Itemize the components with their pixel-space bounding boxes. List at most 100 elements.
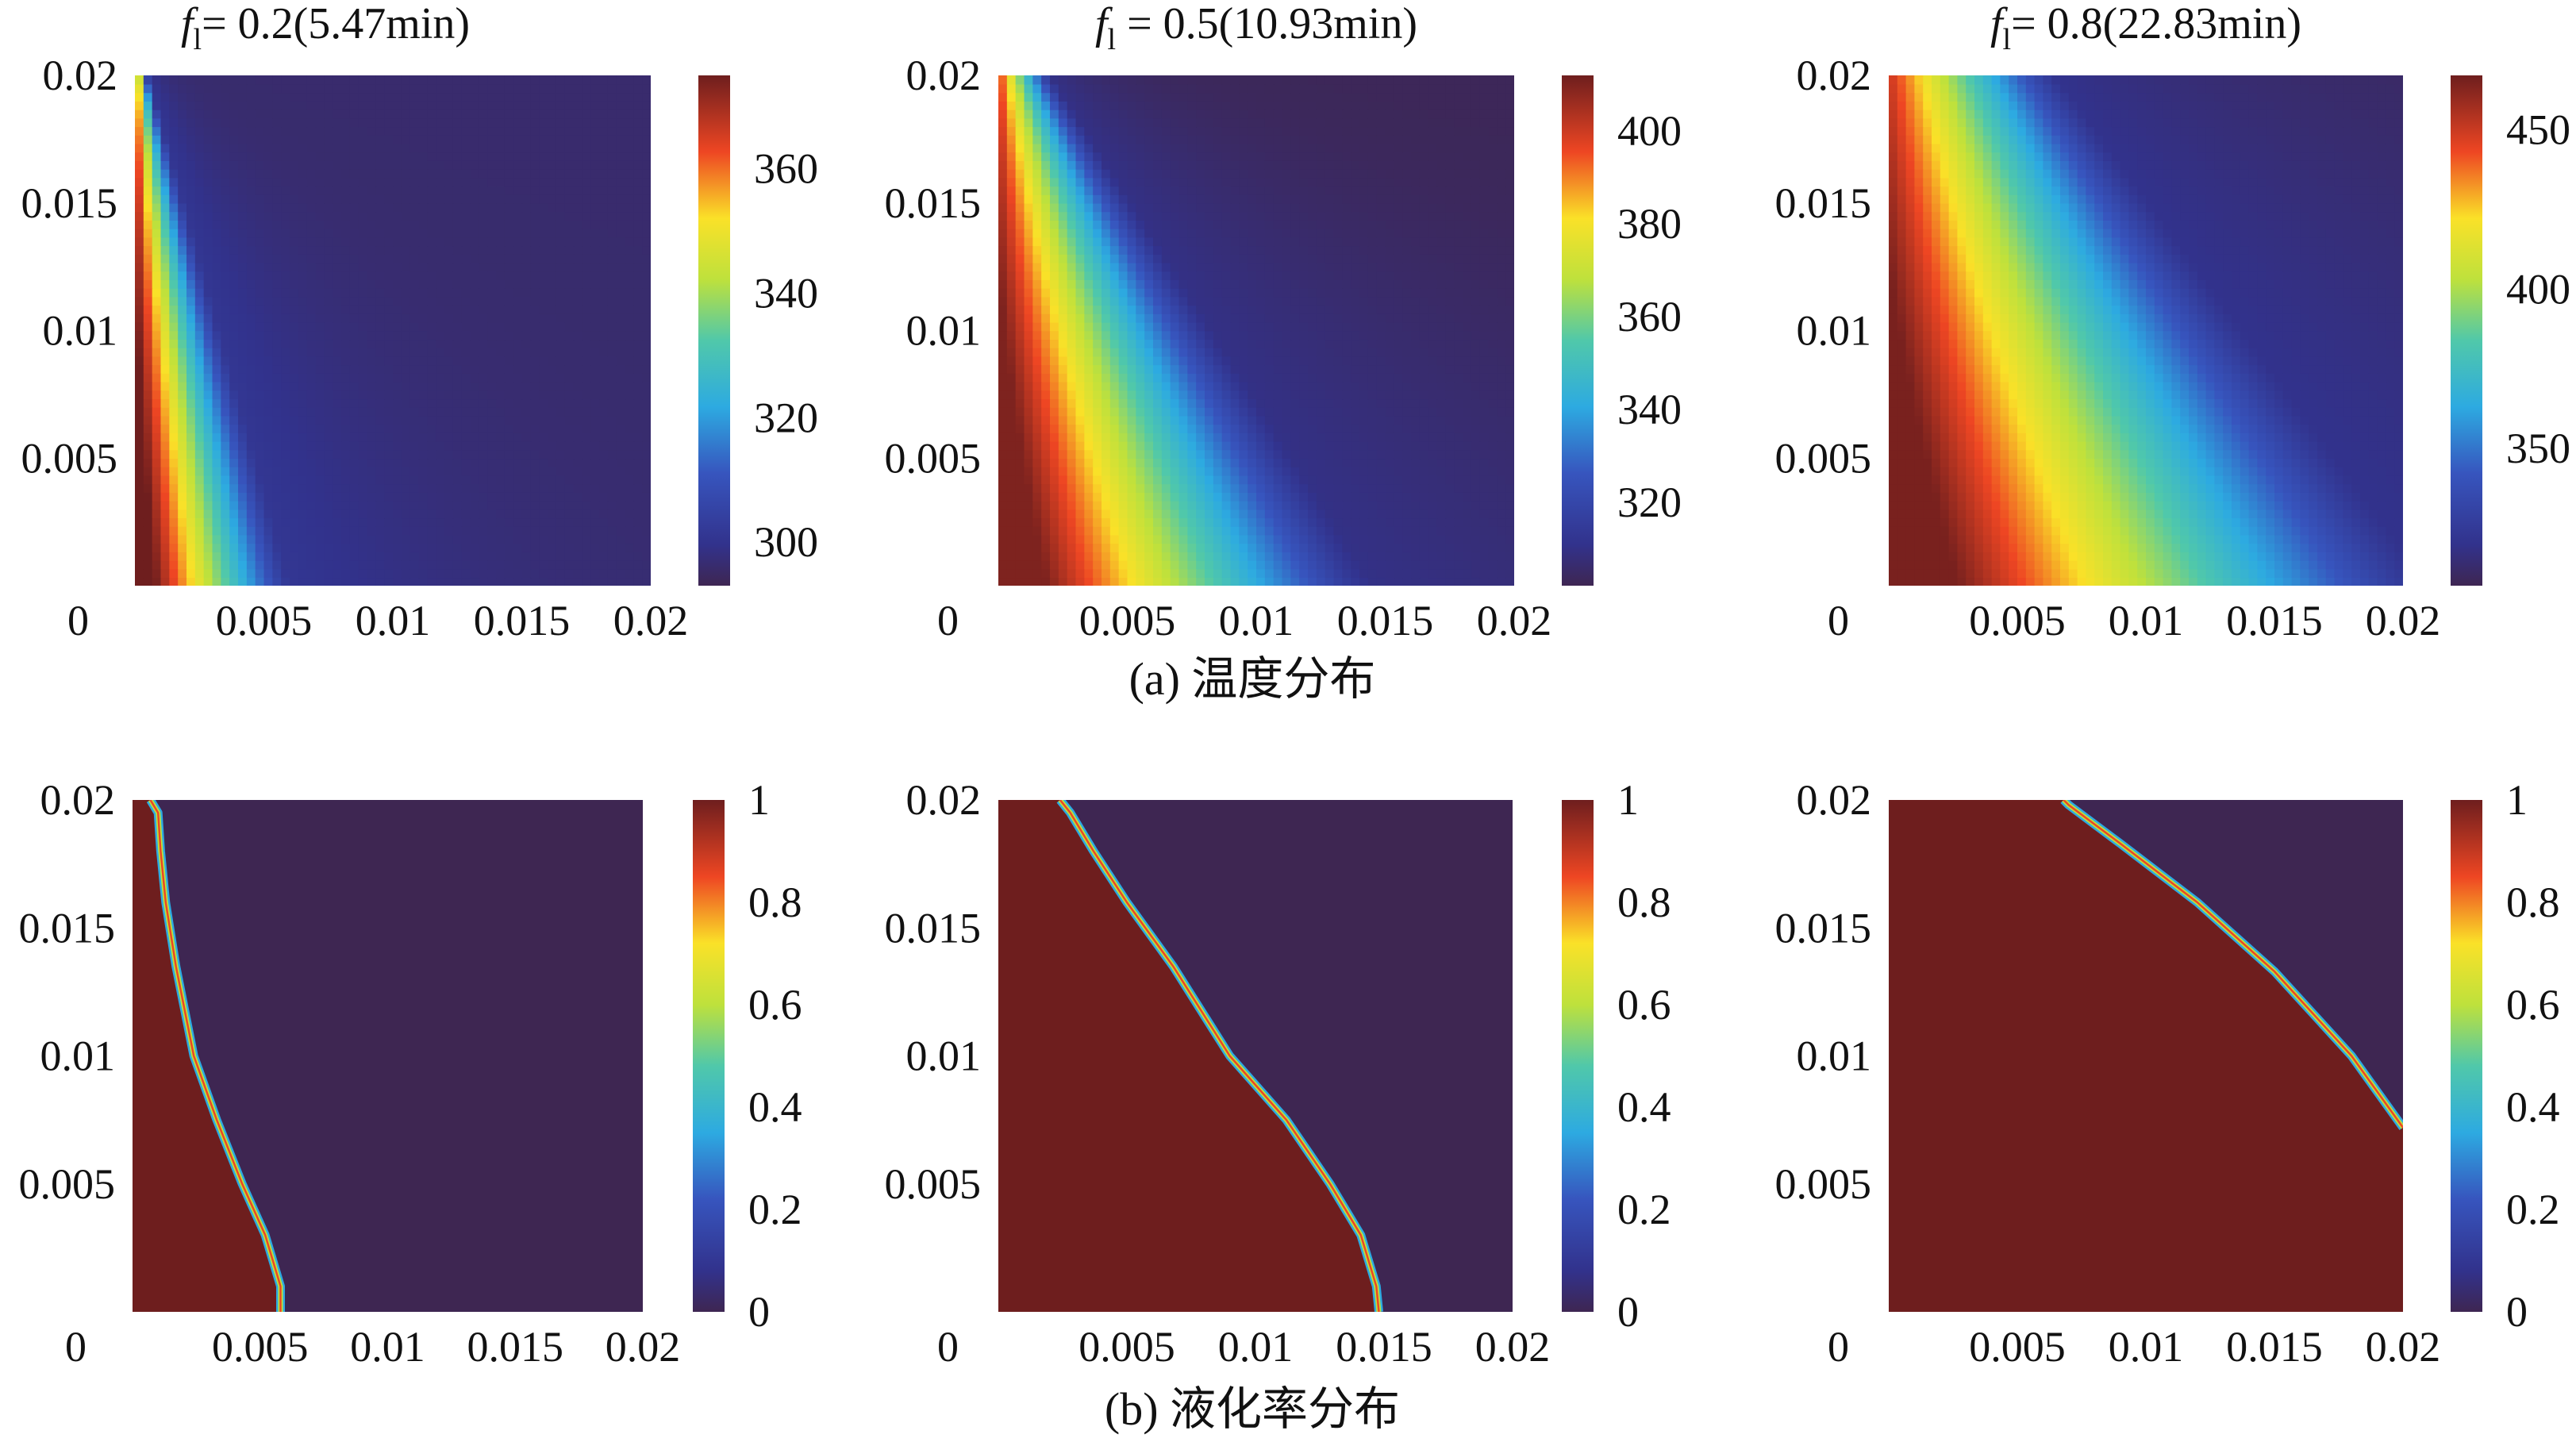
heatmap-cell — [229, 559, 239, 570]
heatmap-cell — [393, 186, 402, 195]
heatmap-cell — [1127, 406, 1137, 417]
heatmap-cell — [1006, 390, 1017, 400]
heatmap-cell — [1505, 543, 1514, 552]
heatmap-cell — [616, 160, 626, 170]
heatmap-cell — [607, 228, 617, 238]
heatmap-cell — [496, 475, 506, 485]
heatmap-cell — [642, 424, 651, 433]
heatmap-cell — [315, 552, 325, 561]
heatmap-cell — [504, 194, 514, 204]
heatmap-cell — [203, 262, 213, 272]
heatmap-cell — [1325, 492, 1335, 502]
heatmap-cell — [272, 433, 282, 442]
heatmap-cell — [1342, 406, 1351, 417]
heatmap-cell — [625, 83, 635, 94]
heatmap-cell — [427, 313, 436, 323]
heatmap-cell — [436, 406, 445, 417]
heatmap-cell — [367, 559, 377, 570]
heatmap-cell — [633, 211, 643, 221]
heatmap-cell — [1196, 390, 1205, 400]
heatmap-cell — [1196, 517, 1205, 527]
heatmap-cell — [1282, 424, 1292, 433]
heatmap-cell — [160, 160, 171, 170]
heatmap-cell — [203, 398, 213, 408]
heatmap-cell — [427, 296, 436, 306]
heatmap-cell — [513, 475, 523, 485]
heatmap-cell — [452, 330, 463, 340]
heatmap-cell — [341, 568, 351, 579]
heatmap-cell — [642, 433, 651, 442]
heatmap-cell — [306, 321, 317, 332]
heatmap-cell — [496, 177, 506, 187]
heatmap-cell — [409, 543, 420, 552]
heatmap-cell — [504, 449, 514, 460]
heatmap-cell — [470, 92, 480, 102]
heatmap-cell — [143, 287, 153, 298]
heatmap-cell — [1454, 534, 1463, 544]
heatmap-cell — [367, 339, 377, 348]
heatmap-cell — [1402, 458, 1412, 467]
heatmap-cell — [418, 559, 429, 570]
heatmap-cell — [530, 305, 540, 314]
heatmap-cell — [1299, 466, 1309, 476]
heatmap-cell — [324, 475, 333, 485]
heatmap-cell — [178, 433, 187, 442]
heatmap-cell — [263, 364, 274, 374]
heatmap-cell — [436, 245, 445, 255]
heatmap-cell — [444, 406, 454, 417]
heatmap-cell — [315, 305, 325, 314]
heatmap-cell — [1102, 433, 1111, 442]
heatmap-cell — [255, 364, 265, 374]
heatmap-cell — [384, 449, 394, 460]
heatmap-cell — [1385, 466, 1395, 476]
heatmap-cell — [367, 287, 377, 298]
heatmap-cell — [1187, 433, 1197, 442]
heatmap-cell — [607, 262, 617, 272]
heatmap-cell — [590, 364, 600, 374]
heatmap-cell — [1075, 466, 1086, 476]
heatmap-cell — [169, 313, 179, 323]
heatmap-cell — [384, 492, 394, 502]
heatmap-cell — [315, 433, 325, 442]
heatmap-cell — [1342, 534, 1351, 544]
heatmap-cell — [616, 347, 626, 357]
heatmap-cell — [290, 220, 299, 229]
heatmap-cell — [143, 279, 153, 289]
heatmap-cell — [633, 194, 643, 204]
heatmap-cell — [333, 152, 342, 161]
heatmap-cell — [349, 347, 359, 357]
heatmap-cell — [160, 339, 171, 348]
heatmap-cell — [452, 92, 463, 102]
heatmap-cell — [452, 109, 463, 119]
heatmap-cell — [1488, 568, 1498, 579]
heatmap-cell — [1385, 406, 1395, 417]
heatmap-cell — [444, 168, 454, 179]
heatmap-cell — [418, 236, 429, 247]
heatmap-cell — [470, 475, 480, 485]
heatmap-cell — [452, 398, 463, 408]
heatmap-cell — [436, 186, 445, 195]
heatmap-cell — [306, 339, 317, 348]
heatmap-cell — [246, 92, 256, 102]
heatmap-cell — [590, 440, 600, 451]
heatmap-cell — [229, 440, 239, 451]
heatmap-cell — [384, 135, 394, 144]
heatmap-cell — [1170, 525, 1180, 536]
heatmap-cell — [384, 296, 394, 306]
heatmap-cell — [367, 262, 377, 272]
heatmap-cell — [1075, 440, 1086, 451]
heatmap-cell — [427, 75, 436, 85]
heatmap-cell — [998, 433, 1008, 442]
heatmap-cell — [1308, 525, 1317, 536]
heatmap-cell — [194, 117, 205, 128]
heatmap-cell — [1497, 525, 1506, 536]
heatmap-cell — [444, 534, 454, 544]
heatmap-cell — [607, 143, 617, 153]
heatmap-cell — [461, 254, 471, 263]
heatmap-cell — [1273, 500, 1283, 510]
heatmap-cell — [1471, 559, 1481, 570]
heatmap-cell — [1196, 475, 1205, 485]
heatmap-cell — [229, 330, 239, 340]
heatmap-cell — [1385, 440, 1395, 451]
heatmap-cell — [530, 313, 540, 323]
